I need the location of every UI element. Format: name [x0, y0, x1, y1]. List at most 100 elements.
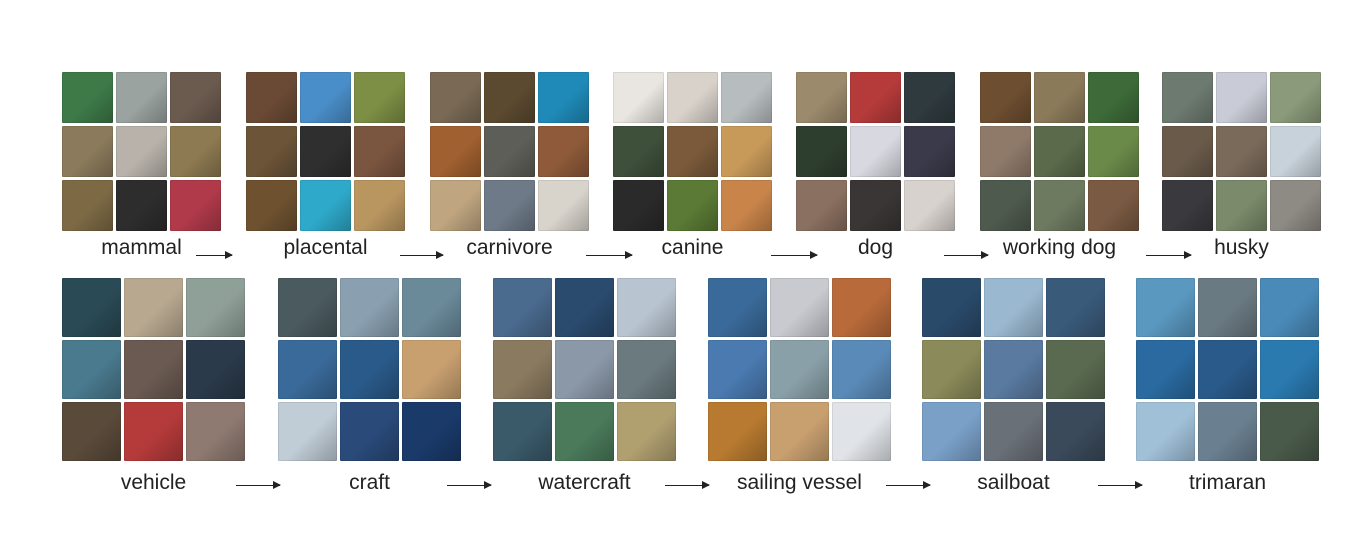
vehicle-hierarchy-row: vehicle craft watercraft sailing vessel …: [0, 278, 1358, 518]
thumbnail-image: [278, 340, 337, 399]
image-grid: [613, 72, 772, 231]
thumbnail-image: [667, 72, 718, 123]
category-label: dog: [857, 236, 894, 259]
image-grid: [980, 72, 1139, 231]
thumbnail-image: [617, 402, 676, 461]
thumbnail-image: [832, 340, 891, 399]
thumbnail-image: [484, 72, 535, 123]
category-label: husky: [1214, 236, 1269, 259]
category-watercraft: watercraft: [493, 278, 676, 494]
thumbnail-image: [1088, 72, 1139, 123]
thumbnail-image: [613, 180, 664, 231]
thumbnail-image: [796, 72, 847, 123]
arrow-right: [400, 251, 444, 259]
thumbnail-image: [1198, 278, 1257, 337]
thumbnail-image: [340, 340, 399, 399]
category-craft: craft: [278, 278, 461, 494]
thumbnail-image: [538, 72, 589, 123]
thumbnail-image: [246, 180, 297, 231]
thumbnail-image: [300, 180, 351, 231]
thumbnail-image: [402, 278, 461, 337]
thumbnail-image: [1136, 278, 1195, 337]
thumbnail-image: [1034, 180, 1085, 231]
category-sailing-vessel: sailing vessel: [708, 278, 891, 494]
category-sailboat: sailboat: [922, 278, 1105, 494]
image-grid: [62, 278, 245, 461]
thumbnail-image: [555, 340, 614, 399]
thumbnail-image: [1088, 180, 1139, 231]
thumbnail-image: [116, 180, 167, 231]
category-carnivore: carnivore: [430, 72, 589, 259]
category-label: watercraft: [538, 471, 631, 494]
thumbnail-image: [170, 180, 221, 231]
arrow-right: [886, 481, 931, 489]
image-grid: [922, 278, 1105, 461]
thumbnail-image: [1034, 126, 1085, 177]
thumbnail-image: [116, 72, 167, 123]
thumbnail-image: [904, 180, 955, 231]
image-grid: [62, 72, 221, 231]
thumbnail-image: [770, 278, 829, 337]
thumbnail-image: [721, 72, 772, 123]
thumbnail-image: [354, 72, 405, 123]
thumbnail-image: [984, 278, 1043, 337]
category-working-dog: working dog: [980, 72, 1139, 259]
thumbnail-image: [62, 180, 113, 231]
thumbnail-image: [538, 126, 589, 177]
thumbnail-image: [922, 278, 981, 337]
arrow-right: [586, 251, 633, 259]
thumbnail-image: [402, 402, 461, 461]
thumbnail-image: [1162, 180, 1213, 231]
thumbnail-image: [904, 126, 955, 177]
arrow-right: [236, 481, 281, 489]
thumbnail-image: [62, 72, 113, 123]
animal-hierarchy-row: mammal placental carnivore canine dog wo…: [0, 72, 1358, 312]
thumbnail-image: [1136, 340, 1195, 399]
thumbnail-image: [1162, 72, 1213, 123]
thumbnail-image: [170, 72, 221, 123]
thumbnail-image: [708, 402, 767, 461]
category-vehicle: vehicle: [62, 278, 245, 494]
thumbnail-image: [667, 180, 718, 231]
arrow-right: [665, 481, 710, 489]
thumbnail-image: [300, 126, 351, 177]
thumbnail-image: [708, 278, 767, 337]
category-label: canine: [661, 236, 724, 259]
thumbnail-image: [1198, 402, 1257, 461]
thumbnail-image: [186, 278, 245, 337]
image-grid: [430, 72, 589, 231]
thumbnail-image: [62, 402, 121, 461]
thumbnail-image: [796, 126, 847, 177]
category-mammal: mammal: [62, 72, 221, 259]
thumbnail-image: [850, 72, 901, 123]
category-label: sailing vessel: [737, 471, 862, 494]
category-canine: canine: [613, 72, 772, 259]
thumbnail-image: [278, 278, 337, 337]
thumbnail-image: [430, 126, 481, 177]
thumbnail-image: [984, 340, 1043, 399]
thumbnail-image: [124, 402, 183, 461]
thumbnail-image: [708, 340, 767, 399]
thumbnail-image: [246, 126, 297, 177]
thumbnail-image: [850, 126, 901, 177]
category-dog: dog: [796, 72, 955, 259]
thumbnail-image: [493, 278, 552, 337]
thumbnail-image: [484, 126, 535, 177]
image-grid: [1136, 278, 1319, 461]
thumbnail-image: [124, 340, 183, 399]
thumbnail-image: [922, 402, 981, 461]
arrow-right: [1146, 251, 1192, 259]
category-label: placental: [283, 236, 368, 259]
arrow-right: [196, 251, 233, 259]
category-label: working dog: [1002, 236, 1117, 259]
thumbnail-image: [1162, 126, 1213, 177]
thumbnail-image: [617, 278, 676, 337]
thumbnail-image: [1260, 402, 1319, 461]
thumbnail-image: [430, 180, 481, 231]
arrow-right: [1098, 481, 1143, 489]
thumbnail-image: [430, 72, 481, 123]
thumbnail-image: [170, 126, 221, 177]
image-grid: [493, 278, 676, 461]
category-label: craft: [349, 471, 390, 494]
thumbnail-image: [1270, 126, 1321, 177]
